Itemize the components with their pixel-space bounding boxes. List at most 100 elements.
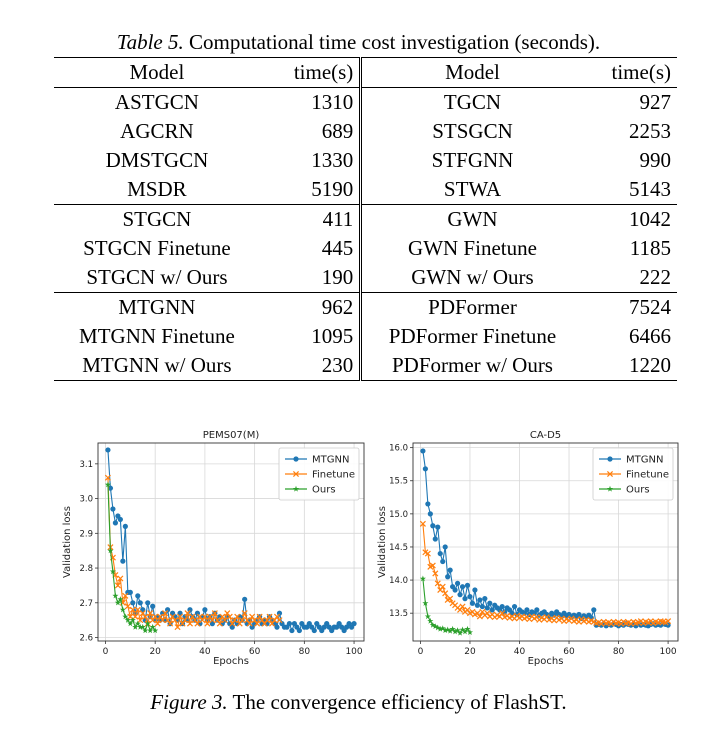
data-point-ours [429, 621, 436, 628]
data-point-finetune [276, 617, 283, 624]
chart-title: CA-D5 [530, 430, 561, 441]
cell-time-right: 222 [639, 265, 672, 289]
y-axis-label: Validation loss [377, 506, 388, 578]
data-point-finetune [179, 620, 186, 627]
cell-time-left: 230 [259, 351, 363, 381]
data-point-mtgnn [427, 511, 433, 517]
legend-label-ours: Ours [626, 485, 650, 496]
data-point-finetune [251, 617, 258, 624]
data-point-mtgnn [499, 603, 505, 610]
figure-caption-label: Figure 3. [150, 690, 228, 714]
x-tick-label: 40 [514, 647, 526, 657]
data-point-mtgnn [447, 567, 453, 573]
data-point-mtgnn [202, 607, 208, 613]
cell-model-left: DMSTGCN [105, 148, 209, 172]
data-point-mtgnn [209, 621, 215, 627]
x-tick-label: 0 [103, 647, 109, 657]
data-point-mtgnn [459, 584, 466, 590]
data-point-finetune [184, 610, 191, 617]
series-finetune [419, 520, 672, 627]
data-point-mtgnn [229, 624, 235, 630]
x-tick-label: 40 [199, 647, 211, 657]
data-point-mtgnn [311, 627, 317, 634]
data-point-mtgnn [286, 621, 293, 627]
data-point-ours [444, 626, 451, 633]
chart-title: PEMS07(M) [203, 430, 260, 441]
data-point-finetune [229, 620, 236, 627]
table-row: STGCN Finetune 445 GWN Finetune 1185 [54, 234, 677, 263]
cell-time-left: 1330 [259, 146, 363, 175]
data-point-finetune [256, 613, 263, 620]
legend-marker-ours [606, 485, 614, 492]
data-point-mtgnn [489, 607, 495, 613]
figure-caption-text: The convergence efficiency of FlashST. [227, 690, 567, 714]
data-point-finetune [273, 613, 281, 620]
table-row: ASTGCN 1310 TGCN 927 [54, 87, 677, 117]
data-point-ours [427, 617, 434, 624]
data-point-mtgnn [107, 485, 114, 491]
table-caption-label: Table 5. [116, 30, 184, 54]
legend: MTGNN Finetune Ours [592, 447, 674, 501]
data-point-finetune [266, 613, 273, 620]
table-caption: Table 5. Computational time cost investi… [0, 30, 717, 55]
cell-model-right: PDFormer [360, 292, 583, 322]
cell-time-left: 5190 [259, 175, 363, 205]
data-point-finetune [196, 613, 203, 620]
data-point-finetune [162, 610, 169, 617]
data-point-finetune [459, 603, 466, 610]
y-tick-label: 2.8 [79, 564, 93, 574]
data-point-mtgnn [464, 582, 471, 588]
cell-model-right: GWN w/ Ours [411, 265, 534, 289]
data-point-finetune [186, 620, 194, 627]
plot-frame [97, 442, 365, 642]
data-point-mtgnn [432, 536, 438, 542]
data-point-ours [454, 627, 461, 633]
cell-time-left: 411 [259, 204, 363, 234]
data-point-ours [107, 547, 114, 554]
table-row: MTGNN Finetune 1095 PDFormer Finetune 6466 [54, 322, 677, 351]
legend-label-mtgnn: MTGNN [312, 455, 349, 466]
data-point-finetune [201, 613, 208, 620]
data-point-finetune [204, 620, 211, 627]
data-point-mtgnn [137, 600, 143, 606]
data-point-finetune [177, 613, 184, 620]
time-cost-table: Model time(s) Model time(s) ASTGCN 1310 TG… [54, 57, 677, 381]
table-row: MTGNN 962 PDFormer 7524 [54, 292, 677, 322]
data-point-ours [127, 620, 134, 627]
data-point-mtgnn [469, 600, 476, 606]
cell-time-right: 6466 [629, 324, 671, 348]
cell-model-right: TGCN [443, 90, 502, 114]
data-point-mtgnn [274, 624, 280, 630]
data-point-finetune [169, 613, 176, 620]
data-point-ours [144, 620, 151, 627]
x-axis-label: Epochs [528, 656, 564, 667]
data-point-mtgnn [150, 603, 156, 609]
cell-time-right: 1042 [582, 204, 677, 234]
data-point-finetune [424, 550, 431, 557]
x-axis-label: Epochs [213, 656, 249, 667]
data-point-finetune [139, 610, 146, 617]
data-point-ours [114, 599, 121, 606]
data-point-ours [457, 629, 464, 636]
data-point-mtgnn [105, 447, 111, 453]
cell-time-left: 445 [259, 234, 363, 263]
data-point-ours [424, 613, 431, 620]
data-point-ours [117, 596, 124, 602]
chart-ca-d5: CA-D5 0 20 40 60 80 100 13.5 14.0 14.5 15.0 15.5 16.… [377, 430, 679, 667]
cell-time-right: 2253 [629, 119, 671, 143]
cell-time-right: 5143 [629, 177, 671, 201]
y-axis-label: Validation loss [62, 506, 73, 578]
cell-model-right: STSGCN [432, 119, 513, 143]
data-point-ours [149, 623, 156, 630]
data-point-mtgnn [524, 607, 530, 613]
data-point-mtgnn [296, 627, 302, 634]
data-point-ours [419, 575, 426, 582]
data-point-finetune [231, 617, 238, 624]
data-point-finetune [142, 613, 149, 620]
data-point-finetune [191, 617, 198, 624]
x-tick-label: 100 [345, 647, 362, 657]
table-caption-text: Computational time cost investigation (s… [183, 30, 601, 54]
data-point-mtgnn [276, 610, 283, 616]
data-point-mtgnn [442, 544, 448, 550]
table-row: DMSTGCN 1330 STFGNN 990 [54, 146, 677, 175]
